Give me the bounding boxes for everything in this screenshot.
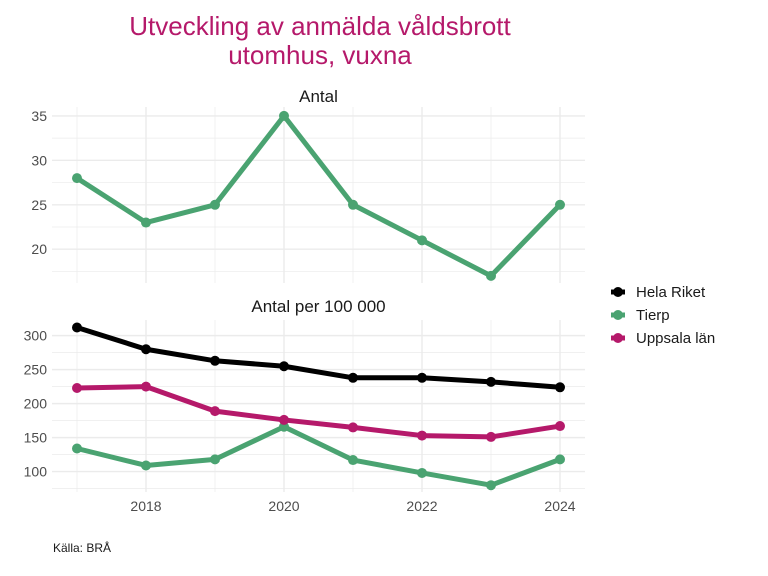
legend-label: Tierp: [636, 307, 670, 324]
data-point: [72, 173, 82, 184]
panel-title: Antal: [299, 87, 338, 106]
data-point: [348, 372, 358, 383]
panel-antal: Antal 20 25 30 35: [31, 87, 585, 283]
data-point: [210, 454, 220, 465]
panel-title: Antal per 100 000: [251, 297, 385, 316]
data-point: [348, 199, 358, 210]
y-tick-label: 25: [31, 197, 47, 213]
chart-title-line-1: Utveckling av anmälda våldsbrott: [129, 11, 511, 41]
data-point: [555, 382, 565, 393]
x-tick-label: 2020: [268, 498, 299, 514]
series-line-tierp: [74, 424, 563, 488]
legend-item: Hela Riket: [611, 284, 706, 301]
y-tick-label: 20: [31, 241, 47, 257]
legend-label: Hela Riket: [636, 284, 706, 301]
legend-key-point: [613, 333, 623, 343]
data-point: [279, 110, 289, 121]
legend-key-point: [613, 310, 623, 320]
data-point: [555, 199, 565, 210]
y-tick-label: 35: [31, 108, 47, 124]
data-point: [417, 372, 427, 383]
y-tick-label: 250: [24, 362, 48, 378]
data-point: [141, 381, 151, 392]
data-point: [210, 406, 220, 417]
data-point: [417, 430, 427, 441]
legend-key-point: [613, 287, 623, 297]
y-tick-label: 150: [24, 430, 48, 446]
data-point: [210, 199, 220, 210]
source-note: Källa: BRÅ: [53, 541, 112, 555]
legend-item: Uppsala län: [611, 330, 715, 347]
chart-title-line-2: utomhus, vuxna: [228, 40, 412, 70]
series-line-uppsala-län: [74, 384, 563, 440]
legend-label: Uppsala län: [636, 330, 715, 347]
chart-title: Utveckling av anmälda våldsbrott utomhus…: [0, 12, 640, 70]
data-point: [486, 270, 496, 281]
data-point: [72, 443, 82, 454]
data-point: [417, 467, 427, 478]
series-line-hela-riket: [74, 324, 563, 390]
data-point: [348, 455, 358, 466]
data-point: [72, 382, 82, 393]
data-point: [486, 431, 496, 442]
y-tick-label: 30: [31, 152, 47, 168]
y-tick-label: 200: [24, 396, 48, 412]
data-point: [279, 414, 289, 425]
data-point: [555, 454, 565, 465]
data-point: [417, 235, 427, 246]
data-point: [348, 422, 358, 433]
x-tick-label: 2022: [406, 498, 437, 514]
x-tick-label: 2018: [130, 498, 161, 514]
y-tick-label: 100: [24, 464, 48, 480]
data-point: [555, 421, 565, 432]
data-point: [141, 217, 151, 228]
data-point: [141, 344, 151, 355]
legend-item: Tierp: [611, 307, 670, 324]
series-line-tierp: [74, 113, 563, 279]
data-point: [279, 361, 289, 372]
data-point: [210, 355, 220, 366]
data-point: [72, 322, 82, 333]
panel-antal-per-100000: Antal per 100 000 100 150 200 250 300 2018 2020…: [24, 297, 585, 514]
x-tick-label: 2024: [544, 498, 575, 514]
legend: Hela Riket Tierp Uppsala län: [611, 284, 715, 347]
data-point: [141, 460, 151, 471]
data-point: [486, 480, 496, 491]
y-tick-label: 300: [24, 328, 48, 344]
data-point: [486, 376, 496, 387]
